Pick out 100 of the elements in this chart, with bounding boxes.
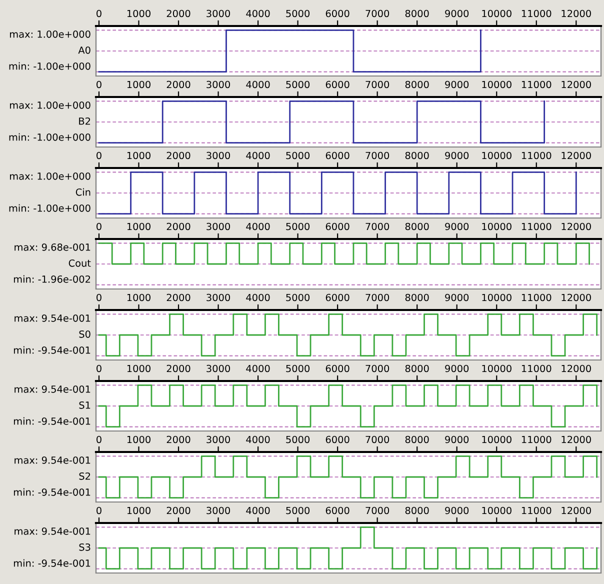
x-tick-label: 5000 [286, 222, 310, 230]
x-tick-label: 5000 [286, 294, 310, 302]
x-tick-label: 9000 [445, 152, 469, 160]
x-tick-label: 9000 [445, 364, 469, 372]
x-tick-label: 11000 [522, 294, 552, 302]
x-tick-label: 1000 [127, 364, 150, 372]
x-tick-label: 10000 [482, 436, 512, 444]
x-tick-label: 0 [96, 10, 102, 18]
x-tick-label: 2000 [166, 152, 190, 160]
x-tick-label: 9000 [445, 436, 469, 444]
text: min: -1.00e+000 [9, 204, 90, 212]
x-tick-label: 1000 [127, 436, 150, 444]
x-tick-label: 12000 [562, 364, 591, 372]
y-axis-title: S2 [79, 472, 90, 480]
x-tick-label: 8000 [405, 10, 429, 18]
x-tick-label: 2000 [166, 436, 190, 444]
x-tick-label: 10000 [482, 222, 512, 230]
x-tick-label: 2000 [166, 80, 190, 88]
x-tick-label: 0 [96, 80, 102, 88]
x-tick-label: 11000 [522, 364, 552, 372]
x-tick-label: 10000 [482, 506, 512, 514]
x-tick-label: 6000 [326, 222, 350, 230]
text: min: -1.00e+000 [9, 133, 90, 141]
x-tick-label: 10000 [482, 294, 512, 302]
x-tick-label: 4000 [246, 364, 270, 372]
text: max: 9.54e-001 [14, 385, 90, 393]
x-tick-label: 10000 [482, 364, 512, 372]
x-tick-label: 0 [96, 294, 102, 302]
x-tick-label: 6000 [326, 506, 350, 514]
x-tick-label: 11000 [522, 80, 552, 88]
text: max: 9.54e-001 [14, 456, 90, 464]
x-tick-label: 3000 [206, 10, 230, 18]
text: min: -1.00e+000 [9, 62, 90, 70]
x-tick-label: 5000 [286, 152, 310, 160]
x-tick-label: 1000 [127, 152, 150, 160]
y-axis-title: S3 [79, 543, 90, 551]
x-tick-label: 2000 [166, 364, 190, 372]
x-tick-label: 1000 [127, 506, 150, 514]
y-axis-title: A0 [78, 46, 90, 54]
x-tick-label: 4000 [246, 294, 270, 302]
x-tick-label: 1000 [127, 10, 150, 18]
x-tick-label: 8000 [405, 222, 429, 230]
x-tick-label: 4000 [246, 80, 270, 88]
x-tick-label: 4000 [246, 222, 270, 230]
x-tick-label: 3000 [206, 436, 230, 444]
x-tick-label: 6000 [326, 80, 350, 88]
x-tick-label: 9000 [445, 80, 469, 88]
x-tick-label: 1000 [127, 222, 150, 230]
x-tick-label: 4000 [246, 506, 270, 514]
x-tick-label: 11000 [522, 152, 552, 160]
x-tick-label: 6000 [326, 294, 350, 302]
x-tick-label: 8000 [405, 152, 429, 160]
x-tick-label: 6000 [326, 364, 350, 372]
x-tick-label: 12000 [562, 152, 591, 160]
y-axis-title: B2 [79, 117, 90, 125]
x-tick-label: 3000 [206, 294, 230, 302]
text: min: -9.54e-001 [14, 488, 90, 496]
x-tick-label: 5000 [286, 364, 310, 372]
x-tick-label: 10000 [482, 80, 512, 88]
y-axis-title: Cin [76, 188, 90, 196]
x-tick-label: 0 [96, 222, 102, 230]
x-tick-label: 7000 [366, 10, 390, 18]
x-tick-label: 1000 [127, 294, 150, 302]
x-tick-label: 3000 [206, 506, 230, 514]
x-tick-label: 8000 [405, 364, 429, 372]
x-tick-label: 6000 [326, 436, 350, 444]
x-tick-label: 5000 [286, 10, 310, 18]
x-tick-label: 8000 [405, 506, 429, 514]
x-tick-label: 3000 [206, 152, 230, 160]
x-tick-label: 12000 [562, 436, 591, 444]
x-tick-label: 7000 [366, 294, 390, 302]
y-axis-title: Cout [68, 259, 91, 267]
x-tick-label: 7000 [366, 364, 390, 372]
x-tick-label: 12000 [562, 294, 591, 302]
text: min: -9.54e-001 [14, 559, 90, 567]
x-tick-label: 7000 [366, 436, 390, 444]
y-axis-title: S1 [79, 401, 90, 409]
x-tick-label: 0 [96, 436, 102, 444]
text: min: -1.96e-002 [14, 275, 90, 283]
x-tick-label: 2000 [166, 10, 190, 18]
x-tick-label: 4000 [246, 152, 270, 160]
x-tick-label: 9000 [445, 10, 469, 18]
x-tick-label: 9000 [445, 294, 469, 302]
x-tick-label: 0 [96, 364, 102, 372]
x-tick-label: 1000 [127, 80, 150, 88]
x-tick-label: 12000 [562, 506, 591, 514]
x-tick-label: 12000 [562, 10, 591, 18]
x-tick-label: 0 [96, 152, 102, 160]
x-tick-label: 7000 [366, 80, 390, 88]
x-tick-label: 3000 [206, 364, 230, 372]
x-tick-label: 7000 [366, 506, 390, 514]
text: max: 9.54e-001 [14, 527, 90, 535]
x-tick-label: 12000 [562, 222, 591, 230]
x-tick-label: 2000 [166, 294, 190, 302]
text: max: 1.00e+000 [10, 172, 90, 180]
text: max: 9.54e-001 [14, 314, 90, 322]
x-tick-label: 9000 [445, 222, 469, 230]
x-tick-label: 12000 [562, 80, 591, 88]
x-tick-label: 6000 [326, 152, 350, 160]
x-tick-label: 4000 [246, 10, 270, 18]
